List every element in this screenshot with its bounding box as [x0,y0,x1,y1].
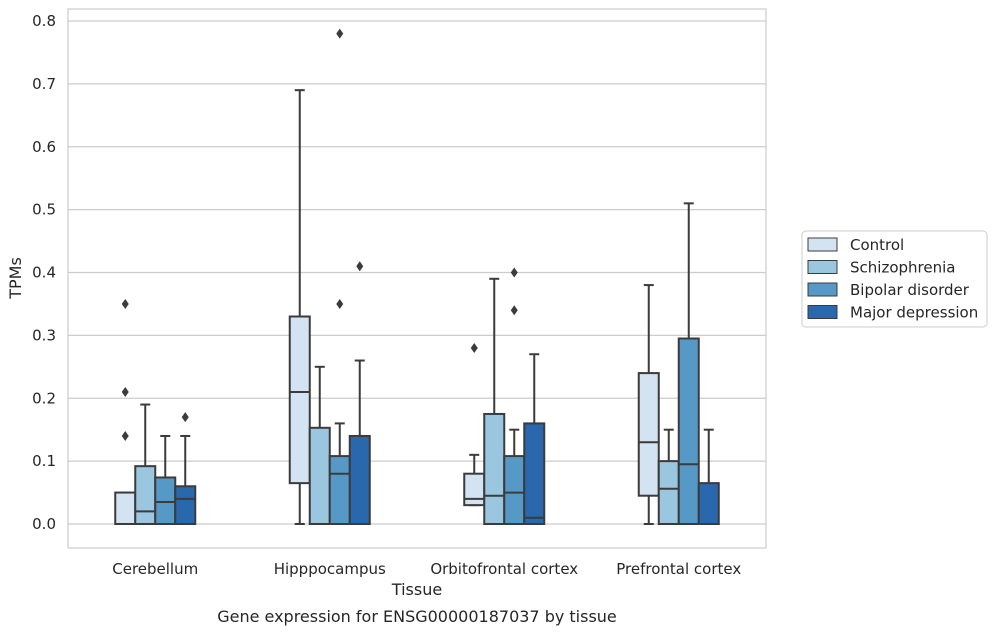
legend: Control Schizophrenia Bipolar disorder Majo… [801,230,988,328]
x-axis-title: Tissue [391,580,442,599]
box-schizophrenia [308,365,331,525]
box-body [114,491,137,525]
outlier-point [336,298,344,309]
plot-frame [67,8,767,549]
box-body [288,315,311,485]
legend-label: Schizophrenia [850,259,955,277]
legend-label: Control [850,236,904,254]
y-tick-label: 0.7 [32,75,56,93]
x-tick-label: Orbitofrontal cortex [430,560,578,578]
outlier-point [121,430,129,441]
legend-swatch [807,305,838,319]
box-body [657,460,680,525]
box-bipolar-disorder [677,202,700,525]
box-plot-series [114,28,720,526]
legend-swatch [807,282,838,297]
y-tick-label: 0.3 [32,326,56,344]
box-body [637,372,660,497]
outlier-point [181,412,189,423]
box-body [134,465,157,525]
x-tick-label: Hipppocampus [274,560,386,578]
y-tick-label: 0.6 [32,138,56,156]
outlier-point [510,305,518,316]
grid-lines [68,20,766,525]
box-major-depression [697,428,720,526]
legend-label: Major depression [850,304,978,322]
y-tick-label: 0.8 [32,12,56,30]
box-body [348,434,371,526]
box-body [174,485,197,525]
box-bipolar-disorder [154,434,177,526]
x-tick-label: Cerebellum [112,560,198,578]
box-schizophrenia [134,403,157,525]
box-body [677,337,700,525]
box-body [328,455,351,525]
box-control [463,342,486,507]
outlier-point [356,261,364,272]
x-axis-ticks: Cerebellum Hipppocampus Orbitofrontal cort… [112,560,741,578]
legend-frame [801,230,988,328]
legend-label: Bipolar disorder [850,281,970,299]
box-control [114,298,137,525]
chart-caption: Gene expression for ENSG00000187037 by t… [217,607,617,626]
box-body [463,472,486,507]
legend-swatch [807,260,838,274]
y-tick-label: 0.5 [32,201,56,219]
box-body [308,426,331,525]
box-major-depression [348,261,371,526]
box-schizophrenia [657,428,680,525]
box-major-depression [174,412,197,525]
box-body [523,422,546,525]
outlier-point [121,298,129,309]
outlier-point [121,386,129,397]
box-schizophrenia [483,277,506,525]
legend-swatch [807,237,838,252]
y-axis-ticks: 0.0 0.1 0.2 0.3 0.4 0.5 0.6 0.7 0.8 [32,12,56,533]
box-major-depression [523,353,546,525]
box-body [483,412,506,525]
box-body [154,476,177,526]
outlier-point [336,28,344,39]
box-body [697,482,720,526]
y-axis-title: TPMs [6,257,25,300]
x-tick-label: Prefrontal cortex [616,560,741,578]
box-bipolar-disorder [503,267,526,525]
box-body [503,455,526,525]
y-tick-label: 0.2 [32,389,56,407]
box-control [288,89,311,525]
outlier-point [470,342,478,353]
y-tick-label: 0.1 [32,452,56,470]
box-bipolar-disorder [328,28,351,525]
y-tick-label: 0.0 [32,515,56,533]
y-tick-label: 0.4 [32,264,56,282]
outlier-point [510,267,518,278]
box-control [637,284,660,525]
